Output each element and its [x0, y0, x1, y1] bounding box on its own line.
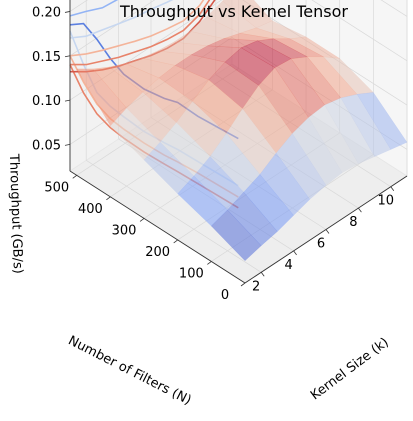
surface-patch [205, 0, 257, 34]
z-axis-label: Throughput (GB/s) [6, 153, 25, 274]
x-tick [390, 186, 395, 191]
z-tick-label: 0.20 [32, 5, 61, 20]
x-tick-label: 4 [284, 258, 292, 273]
y-tick [72, 174, 77, 179]
surface-patch [306, 56, 358, 99]
x-axis-ticks: 2 4 6 8 10 [252, 186, 395, 294]
x-tick-label: 2 [252, 279, 260, 294]
y-tick-label: 400 [78, 202, 103, 217]
surface-patch [356, 92, 408, 150]
grid-line [311, 0, 408, 62]
x-tick-label: 8 [349, 215, 357, 230]
surface-patch [308, 104, 359, 173]
y-tick [173, 239, 178, 244]
z-tick [64, 144, 71, 146]
x-axis-label: Kernel Size (k) [308, 335, 392, 403]
y-tick [106, 196, 111, 201]
wall-line-kernel [70, 0, 211, 66]
chart-title: Throughput vs Kernel Tensor [119, 2, 348, 21]
x-tick [358, 207, 362, 213]
surface-patch [211, 209, 262, 262]
y-tick [139, 218, 145, 222]
z-tick-label: 0.15 [32, 50, 61, 65]
x-tick [293, 250, 297, 256]
y-axis-line [69, 170, 246, 284]
z-tick-label: 0.05 [32, 138, 61, 153]
grid-line [86, 160, 262, 273]
x-tick-label: 6 [317, 237, 325, 252]
y-tick-label: 300 [112, 223, 137, 238]
wall-line-kernel [69, 0, 119, 17]
x-tick [260, 272, 265, 277]
surface-patch [324, 97, 375, 165]
y-tick-label: 500 [44, 180, 69, 195]
z-axis-ticks: 0.05 0.10 0.15 0.20 [32, 5, 71, 153]
surface-patch [275, 133, 327, 200]
y-tick-label: 100 [179, 266, 204, 281]
y-tick-label: 200 [145, 245, 170, 260]
surface-patch [227, 191, 278, 246]
y-tick [207, 261, 212, 265]
y-tick [240, 282, 246, 287]
z-tick-label: 0.10 [32, 94, 61, 109]
surface-patch [76, 68, 127, 127]
throughput-surface [76, 0, 408, 262]
wall-line-kernel [69, 0, 205, 57]
y-axis-label: Number of Filters (N) [66, 333, 194, 408]
y-axis-ticks: 0 100 200 300 400 500 [44, 174, 246, 303]
surface-patch [157, 41, 209, 55]
grid-line [69, 0, 156, 57]
surface-patch [243, 174, 294, 232]
z-tick [64, 99, 71, 102]
surface-patch [142, 77, 193, 123]
z-tick [64, 55, 71, 58]
surface-patch [323, 56, 374, 95]
y-tick-label: 0 [221, 288, 229, 303]
x-tick [325, 229, 330, 234]
wall-line-kernel [69, 0, 174, 39]
z-tick [64, 11, 71, 13]
x-tick-label: 10 [378, 194, 395, 209]
surface-patch [208, 61, 259, 109]
